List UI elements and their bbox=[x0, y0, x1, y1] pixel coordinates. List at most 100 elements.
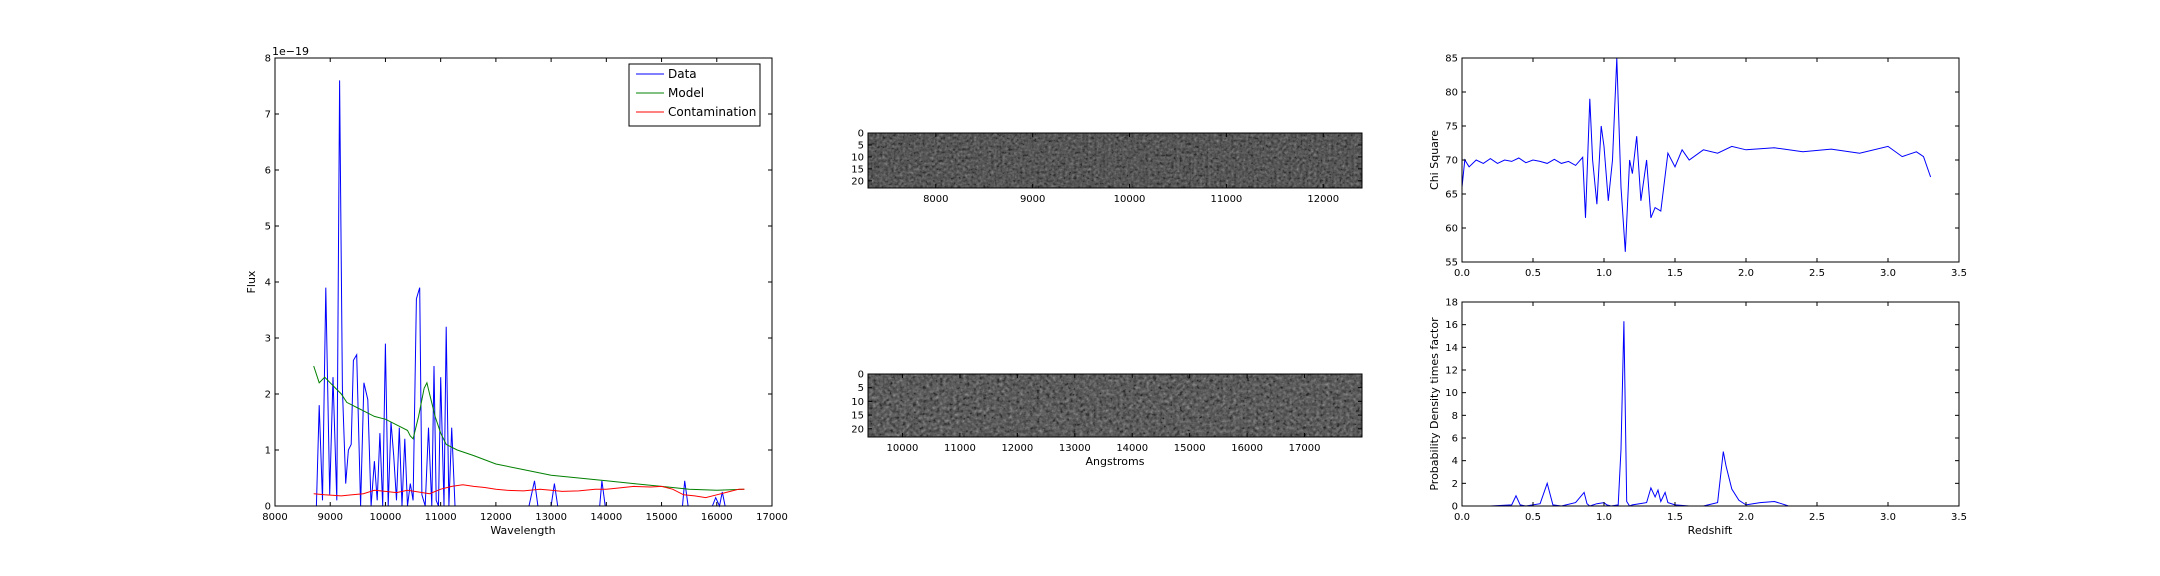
prob-xtick-label: 3.5 bbox=[1951, 512, 1967, 523]
flux-series-contamination bbox=[313, 484, 745, 499]
chi-xtick-label: 3.0 bbox=[1880, 268, 1896, 279]
img-top-ytick-label: 10 bbox=[851, 152, 864, 163]
img-top-xtick-label: 8000 bbox=[923, 194, 948, 205]
flux-ytick-label: 4 bbox=[265, 278, 271, 289]
spectrum-image-bottom-noise bbox=[868, 374, 1362, 437]
flux-ytick-label: 8 bbox=[265, 54, 271, 65]
img-top-xtick-label: 11000 bbox=[1210, 194, 1242, 205]
prob-ytick-label: 12 bbox=[1445, 366, 1458, 377]
prob-xtick-label: 1.5 bbox=[1667, 512, 1683, 523]
chi-ytick-label: 65 bbox=[1445, 190, 1458, 201]
probability-axes: 0.0 0.5 1.0 1.5 2.0 2.5 3.0 3.5 0 2 4 6 8 10 12 14 16 18 bbox=[1445, 298, 1967, 524]
chi-ytick-label: 75 bbox=[1445, 122, 1458, 133]
prob-xtick-label: 2.0 bbox=[1738, 512, 1754, 523]
flux-ylabel: Flux bbox=[245, 270, 258, 293]
flux-xtick-label: 12000 bbox=[480, 512, 512, 523]
img-bottom-ytick-label: 15 bbox=[851, 411, 864, 422]
chi-xtick-label: 0.0 bbox=[1454, 268, 1470, 279]
prob-ytick-label: 18 bbox=[1445, 298, 1458, 309]
flux-offset-label: 1e−19 bbox=[272, 45, 309, 58]
flux-plot-lines bbox=[313, 80, 745, 508]
flux-legend: Data Model Contamination bbox=[628, 63, 761, 127]
probability-frame bbox=[1461, 301, 1960, 507]
img-bottom-ytick-label: 20 bbox=[851, 424, 864, 435]
chi-square-plot-lines bbox=[1461, 57, 1932, 252]
img-top-ytick-label: 20 bbox=[851, 176, 864, 187]
chi-xtick-label: 2.5 bbox=[1809, 268, 1825, 279]
img-bottom-xtick-label: 13000 bbox=[1059, 443, 1091, 454]
flux-xtick-label: 14000 bbox=[590, 512, 622, 523]
flux-series-model bbox=[313, 365, 745, 491]
probability-ylabel: Probability Density times factor bbox=[1428, 317, 1441, 491]
chi-xtick-label: 1.0 bbox=[1596, 268, 1612, 279]
prob-ytick-label: 6 bbox=[1452, 434, 1458, 445]
flux-xtick-label: 13000 bbox=[535, 512, 567, 523]
spectrum-image-bottom-panel: 10000 11000 12000 13000 14000 15000 16000 17000… bbox=[851, 370, 1363, 468]
prob-ytick-label: 0 bbox=[1452, 502, 1458, 513]
img-bottom-xtick-label: 14000 bbox=[1116, 443, 1148, 454]
chi-ytick-label: 80 bbox=[1445, 88, 1458, 99]
img-bottom-xtick-label: 10000 bbox=[887, 443, 919, 454]
spectrum-image-top-frame bbox=[867, 132, 1363, 189]
prob-xtick-label: 2.5 bbox=[1809, 512, 1825, 523]
prob-ytick-label: 10 bbox=[1445, 388, 1458, 399]
img-top-xtick-label: 12000 bbox=[1307, 194, 1339, 205]
flux-xtick-label: 17000 bbox=[756, 512, 788, 523]
chi-square-ylabel: Chi Square bbox=[1428, 130, 1441, 190]
chi-ytick-label: 55 bbox=[1445, 258, 1458, 269]
angstroms-xlabel: Angstroms bbox=[1086, 455, 1145, 468]
img-bottom-xtick-label: 17000 bbox=[1289, 443, 1321, 454]
probability-panel: 0.0 0.5 1.0 1.5 2.0 2.5 3.0 3.5024681012141618 … bbox=[1428, 298, 1967, 538]
flux-xtick-label: 10000 bbox=[370, 512, 402, 523]
flux-xtick-label: 11000 bbox=[425, 512, 457, 523]
prob-ytick-label: 4 bbox=[1452, 456, 1458, 467]
probability-plot-lines bbox=[1462, 321, 1931, 507]
flux-panel: 8000 9000 10000 11000 12000 13000 14000 15000 16… bbox=[245, 45, 788, 537]
img-top-xtick-label: 9000 bbox=[1020, 194, 1045, 205]
prob-ytick-label: 16 bbox=[1445, 320, 1458, 331]
flux-ytick-label: 0 bbox=[265, 502, 271, 513]
prob-xtick-label: 0.0 bbox=[1454, 512, 1470, 523]
chi-square-panel: 0.0 0.5 1.0 1.5 2.0 2.5 3.0 3.5 55 60 65 70 75 80 85 C… bbox=[1428, 54, 1967, 280]
spectrum-image-top-noise bbox=[868, 133, 1362, 188]
chi-xtick-label: 0.5 bbox=[1525, 268, 1541, 279]
flux-xtick-label: 15000 bbox=[646, 512, 678, 523]
legend-contamination-label: Contamination bbox=[668, 105, 756, 119]
flux-ytick-label: 5 bbox=[265, 222, 271, 233]
flux-xlabel: Wavelength bbox=[490, 524, 555, 537]
legend-model-label: Model bbox=[668, 86, 704, 100]
flux-ytick-label: 2 bbox=[265, 390, 271, 401]
chi-square-axes: 0.0 0.5 1.0 1.5 2.0 2.5 3.0 3.5 55 60 65 70 75 80 85 bbox=[1445, 54, 1967, 280]
chi-ytick-label: 70 bbox=[1445, 156, 1458, 167]
prob-xtick-label: 0.5 bbox=[1525, 512, 1541, 523]
prob-ytick-label: 2 bbox=[1452, 479, 1458, 490]
chi-square-frame bbox=[1461, 57, 1960, 263]
chi-ytick-label: 60 bbox=[1445, 224, 1458, 235]
redshift-xlabel: Redshift bbox=[1688, 524, 1733, 537]
prob-ytick-label: 8 bbox=[1452, 411, 1458, 422]
prob-xtick-label: 3.0 bbox=[1880, 512, 1896, 523]
chi-ytick-label: 85 bbox=[1445, 54, 1458, 65]
img-top-xtick-label: 10000 bbox=[1114, 194, 1146, 205]
img-bottom-xtick-label: 15000 bbox=[1174, 443, 1206, 454]
spectrum-image-bottom-frame bbox=[867, 373, 1363, 438]
flux-xtick-label: 16000 bbox=[701, 512, 733, 523]
spectrum-image-bottom-axes: 10000 11000 12000 13000 14000 15000 16000 17000… bbox=[851, 370, 1362, 454]
chi-xtick-label: 1.5 bbox=[1667, 268, 1683, 279]
prob-ytick-label: 14 bbox=[1445, 343, 1458, 354]
img-bottom-ytick-label: 0 bbox=[858, 370, 864, 381]
img-top-ytick-label: 5 bbox=[858, 140, 864, 151]
img-bottom-xtick-label: 12000 bbox=[1001, 443, 1033, 454]
img-bottom-xtick-label: 11000 bbox=[944, 443, 976, 454]
flux-ytick-label: 3 bbox=[265, 334, 271, 345]
flux-ytick-label: 7 bbox=[265, 110, 271, 121]
flux-plot-axes: 8000 9000 10000 11000 12000 13000 14000 15000 16… bbox=[262, 54, 788, 524]
img-bottom-ytick-label: 5 bbox=[858, 383, 864, 394]
img-top-ytick-label: 0 bbox=[858, 129, 864, 140]
legend-data-label: Data bbox=[668, 67, 697, 81]
flux-series-data bbox=[315, 80, 745, 508]
prob-series-0 bbox=[1462, 321, 1931, 507]
